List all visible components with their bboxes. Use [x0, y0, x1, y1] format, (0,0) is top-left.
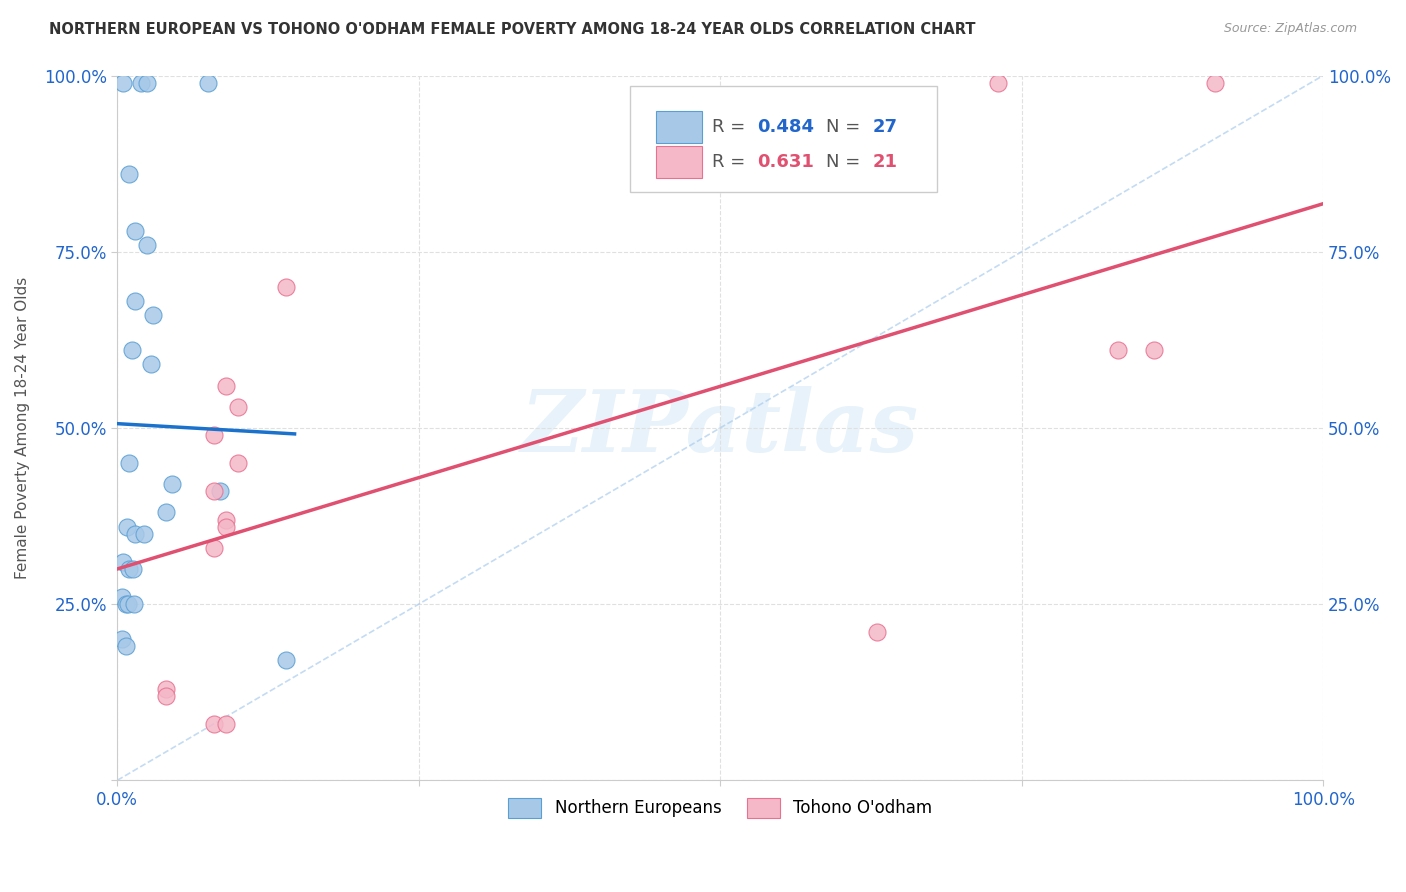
Point [155, 681, 177, 696]
Text: 0.631: 0.631 [758, 153, 814, 171]
Point [122, 562, 145, 576]
Point [112, 76, 135, 90]
Point [142, 308, 165, 322]
Point [276, 280, 298, 294]
Text: N =: N = [827, 118, 866, 136]
Point [202, 484, 225, 499]
FancyBboxPatch shape [630, 87, 938, 192]
Point [121, 343, 143, 358]
Text: R =: R = [711, 153, 751, 171]
Point [197, 76, 219, 90]
Point [112, 555, 135, 569]
Point [122, 597, 145, 611]
Point [118, 562, 141, 576]
Text: 27: 27 [872, 118, 897, 136]
Point [1204, 76, 1226, 90]
Point [276, 653, 298, 667]
Point [136, 237, 159, 252]
Y-axis label: Female Poverty Among 18-24 Year Olds: Female Poverty Among 18-24 Year Olds [15, 277, 30, 579]
Point [208, 484, 231, 499]
Point [1107, 343, 1129, 358]
Point [202, 541, 225, 555]
Point [114, 597, 136, 611]
Bar [657, 146, 702, 178]
Point [215, 378, 238, 392]
Text: Source: ZipAtlas.com: Source: ZipAtlas.com [1223, 22, 1357, 36]
Point [226, 456, 249, 470]
Bar [657, 112, 702, 143]
Point [118, 456, 141, 470]
Point [155, 689, 177, 703]
Point [117, 597, 139, 611]
Point [124, 526, 146, 541]
Text: NORTHERN EUROPEAN VS TOHONO O'ODHAM FEMALE POVERTY AMONG 18-24 YEAR OLDS CORRELA: NORTHERN EUROPEAN VS TOHONO O'ODHAM FEMA… [49, 22, 976, 37]
Point [139, 358, 162, 372]
Point [987, 76, 1010, 90]
Text: 0.484: 0.484 [758, 118, 814, 136]
Point [226, 400, 249, 414]
Point [115, 519, 138, 533]
Point [136, 76, 159, 90]
Point [111, 632, 134, 647]
Text: ZIPatlas: ZIPatlas [522, 386, 920, 470]
Text: 21: 21 [872, 153, 897, 171]
Point [114, 640, 136, 654]
Point [111, 590, 134, 604]
Point [215, 519, 238, 533]
Point [160, 477, 183, 491]
Text: N =: N = [827, 153, 866, 171]
Point [155, 506, 177, 520]
Text: R =: R = [711, 118, 751, 136]
Point [118, 167, 141, 181]
Point [215, 512, 238, 526]
Point [124, 223, 146, 237]
Legend: Northern Europeans, Tohono O'odham: Northern Europeans, Tohono O'odham [502, 791, 939, 825]
Point [202, 717, 225, 731]
Point [215, 717, 238, 731]
Point [131, 76, 153, 90]
Point [132, 526, 155, 541]
Point [124, 293, 146, 308]
Point [1143, 343, 1166, 358]
Point [202, 428, 225, 442]
Point [866, 625, 889, 640]
